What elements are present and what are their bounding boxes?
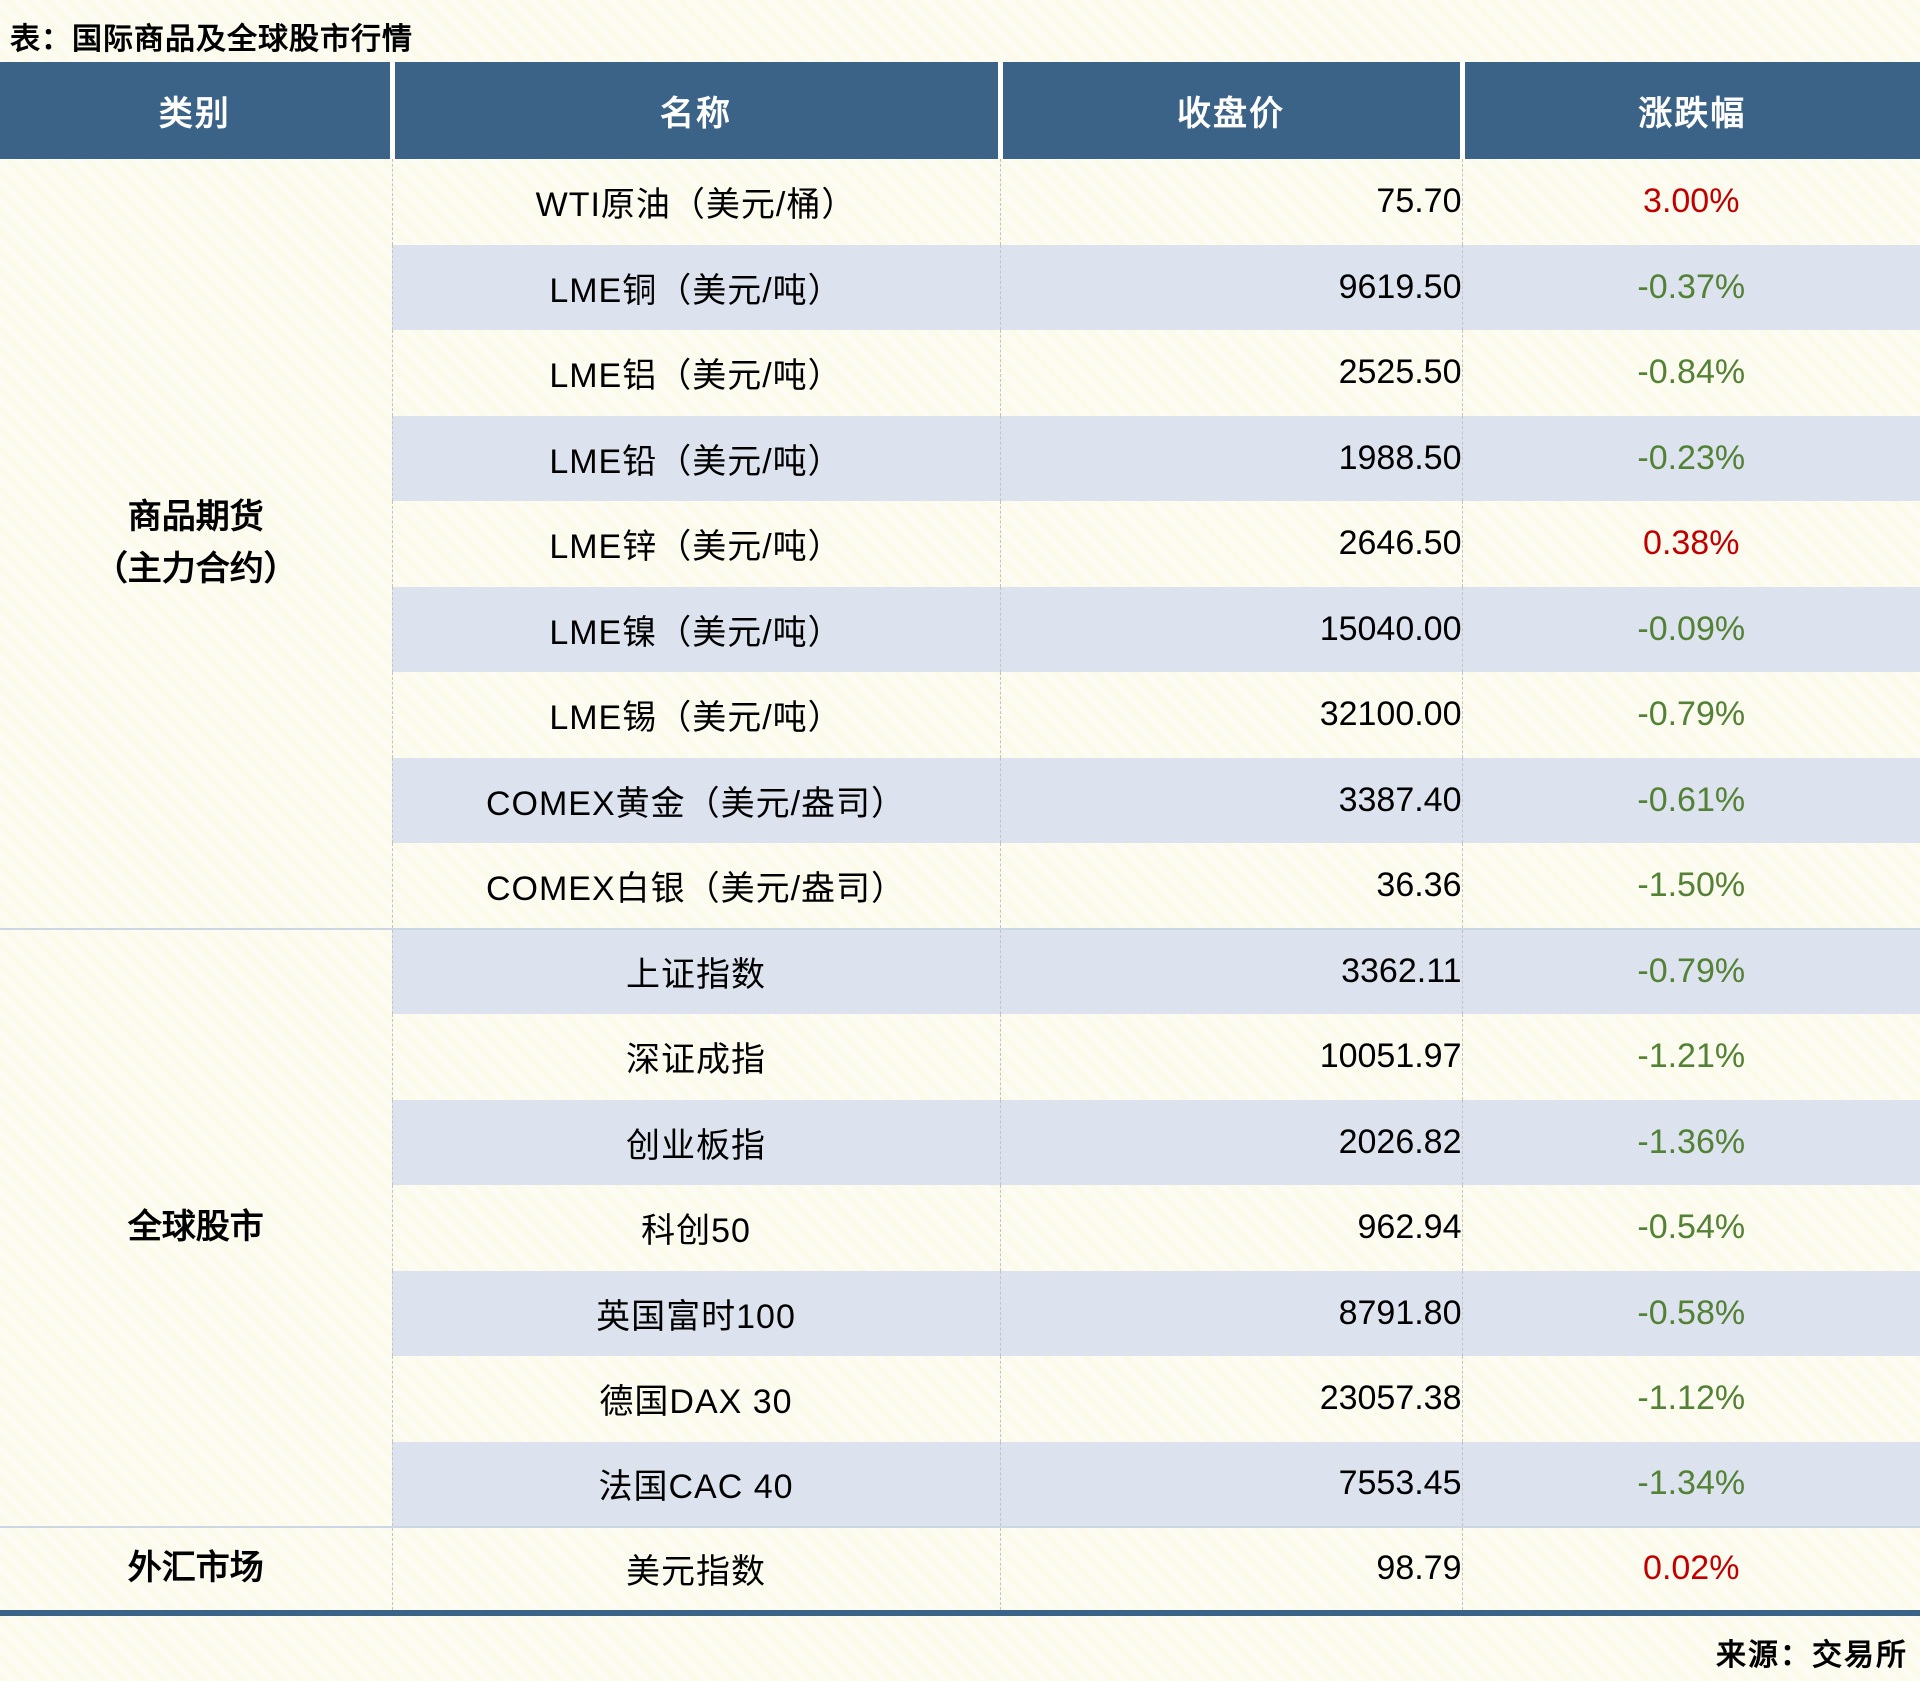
name-cell: 深证成指 bbox=[391, 1014, 1000, 1100]
name-cell: COMEX黄金（美元/盎司） bbox=[391, 757, 1000, 843]
name-cell: 德国DAX 30 bbox=[391, 1356, 1000, 1442]
close-cell: 36.36 bbox=[999, 843, 1462, 929]
change-cell: -0.23% bbox=[1461, 415, 1920, 501]
category-cell-forex: 外汇市场 bbox=[0, 1526, 392, 1616]
change-cell: 0.38% bbox=[1461, 501, 1920, 587]
close-cell: 9619.50 bbox=[999, 244, 1462, 330]
header-name: 名称 bbox=[389, 62, 1000, 159]
name-cell: COMEX白银（美元/盎司） bbox=[391, 843, 1000, 929]
category-label-line: 外汇市场 bbox=[127, 1549, 264, 1588]
change-cell: -0.37% bbox=[1461, 244, 1920, 330]
name-cell: 上证指数 bbox=[391, 927, 1000, 1014]
change-cell: -0.61% bbox=[1461, 757, 1920, 843]
change-cell: 0.02% bbox=[1461, 1526, 1920, 1616]
name-cell: LME锌（美元/吨） bbox=[391, 501, 1000, 587]
change-cell: -1.34% bbox=[1461, 1441, 1920, 1527]
close-cell: 10051.97 bbox=[999, 1014, 1462, 1100]
table-row: LME锌（美元/吨） 2646.50 0.38% bbox=[0, 501, 1920, 587]
header-category: 类别 bbox=[0, 62, 392, 159]
change-cell: -0.84% bbox=[1461, 330, 1920, 416]
name-cell: WTI原油（美元/桶） bbox=[391, 159, 1000, 245]
name-cell: LME锡（美元/吨） bbox=[391, 672, 1000, 758]
change-cell: -0.58% bbox=[1461, 1270, 1920, 1356]
table-row: COMEX白银（美元/盎司） 36.36 -1.50% bbox=[0, 843, 1920, 929]
name-cell: 创业板指 bbox=[391, 1099, 1000, 1185]
close-cell: 23057.38 bbox=[999, 1356, 1462, 1442]
name-cell: LME铝（美元/吨） bbox=[391, 330, 1000, 416]
table-row: 深证成指 10051.97 -1.21% bbox=[0, 1014, 1920, 1100]
change-cell: -0.79% bbox=[1461, 672, 1920, 758]
close-cell: 2525.50 bbox=[999, 330, 1462, 416]
close-cell: 1988.50 bbox=[999, 415, 1462, 501]
name-cell: LME铜（美元/吨） bbox=[391, 244, 1000, 330]
close-cell: 15040.00 bbox=[999, 586, 1462, 672]
table-row: 外汇市场 美元指数 98.79 0.02% bbox=[0, 1526, 1920, 1616]
name-cell: 法国CAC 40 bbox=[391, 1441, 1000, 1527]
close-cell: 3387.40 bbox=[999, 757, 1462, 843]
table-row: 法国CAC 40 7553.45 -1.34% bbox=[0, 1441, 1920, 1527]
change-cell: -0.54% bbox=[1461, 1185, 1920, 1271]
close-cell: 3362.11 bbox=[999, 927, 1462, 1014]
category-label-line: （主力合约） bbox=[93, 550, 298, 589]
category-cell-global-stocks: 全球股市 bbox=[0, 927, 392, 1527]
close-cell: 2026.82 bbox=[999, 1099, 1462, 1185]
table-row: COMEX黄金（美元/盎司） 3387.40 -0.61% bbox=[0, 757, 1920, 843]
close-cell: 7553.45 bbox=[999, 1441, 1462, 1527]
header-change: 涨跌幅 bbox=[1459, 62, 1920, 159]
close-cell: 75.70 bbox=[999, 159, 1462, 245]
change-cell: -0.09% bbox=[1461, 586, 1920, 672]
table-row: 科创50 962.94 -0.54% bbox=[0, 1185, 1920, 1271]
table-row: LME镍（美元/吨） 15040.00 -0.09% bbox=[0, 586, 1920, 672]
table-row: 全球股市 上证指数 3362.11 -0.79% bbox=[0, 927, 1920, 1527]
category-label-line: 全球股市 bbox=[127, 1208, 264, 1247]
name-cell: 科创50 bbox=[391, 1185, 1000, 1271]
close-cell: 2646.50 bbox=[999, 501, 1462, 587]
table-row: LME铜（美元/吨） 9619.50 -0.37% bbox=[0, 244, 1920, 330]
category-label-line: 商品期货 bbox=[127, 497, 264, 536]
name-cell: LME镍（美元/吨） bbox=[391, 586, 1000, 672]
name-cell: 英国富时100 bbox=[391, 1270, 1000, 1356]
change-cell: -0.79% bbox=[1461, 927, 1920, 1014]
table-row: LME锡（美元/吨） 32100.00 -0.79% bbox=[0, 672, 1920, 758]
table-row: LME铅（美元/吨） 1988.50 -0.23% bbox=[0, 415, 1920, 501]
table-row: 德国DAX 30 23057.38 -1.12% bbox=[0, 1356, 1920, 1442]
page-title: 表：国际商品及全球股市行情 bbox=[10, 23, 413, 56]
change-cell: -1.21% bbox=[1461, 1014, 1920, 1100]
change-cell: 3.00% bbox=[1461, 159, 1920, 245]
header-close: 收盘价 bbox=[997, 62, 1462, 159]
source-note: 来源：交易所 bbox=[1716, 1638, 1908, 1672]
close-cell: 98.79 bbox=[999, 1526, 1462, 1616]
table-row: 创业板指 2026.82 -1.36% bbox=[0, 1099, 1920, 1185]
market-quotes-table: 类别 名称 收盘价 涨跌幅 商品期货 （主力合约） WTI原油（美元/桶） 75… bbox=[0, 62, 1920, 1616]
table-row: LME铝（美元/吨） 2525.50 -0.84% bbox=[0, 330, 1920, 416]
category-cell-commodity-futures: 商品期货 （主力合约） bbox=[0, 159, 392, 929]
change-cell: -1.50% bbox=[1461, 843, 1920, 929]
header-row: 类别 名称 收盘价 涨跌幅 bbox=[0, 62, 1920, 159]
change-cell: -1.12% bbox=[1461, 1356, 1920, 1442]
table-row: 英国富时100 8791.80 -0.58% bbox=[0, 1270, 1920, 1356]
name-cell: LME铅（美元/吨） bbox=[391, 415, 1000, 501]
close-cell: 962.94 bbox=[999, 1185, 1462, 1271]
name-cell: 美元指数 bbox=[391, 1526, 1000, 1616]
table-row: 商品期货 （主力合约） WTI原油（美元/桶） 75.70 3.00% bbox=[0, 159, 1920, 588]
close-cell: 32100.00 bbox=[999, 672, 1462, 758]
change-cell: -1.36% bbox=[1461, 1099, 1920, 1185]
close-cell: 8791.80 bbox=[999, 1270, 1462, 1356]
